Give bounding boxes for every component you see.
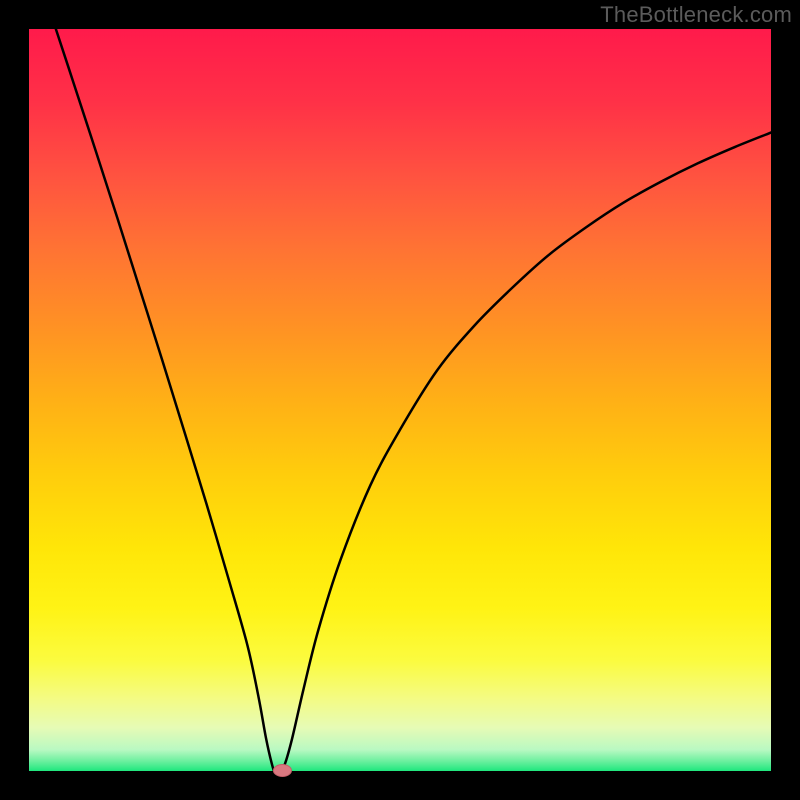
bottleneck-chart xyxy=(0,0,800,800)
plot-background xyxy=(28,28,772,772)
optimum-marker xyxy=(273,765,291,777)
chart-container: { "watermark": { "text": "TheBottleneck.… xyxy=(0,0,800,800)
watermark-text: TheBottleneck.com xyxy=(600,2,792,28)
